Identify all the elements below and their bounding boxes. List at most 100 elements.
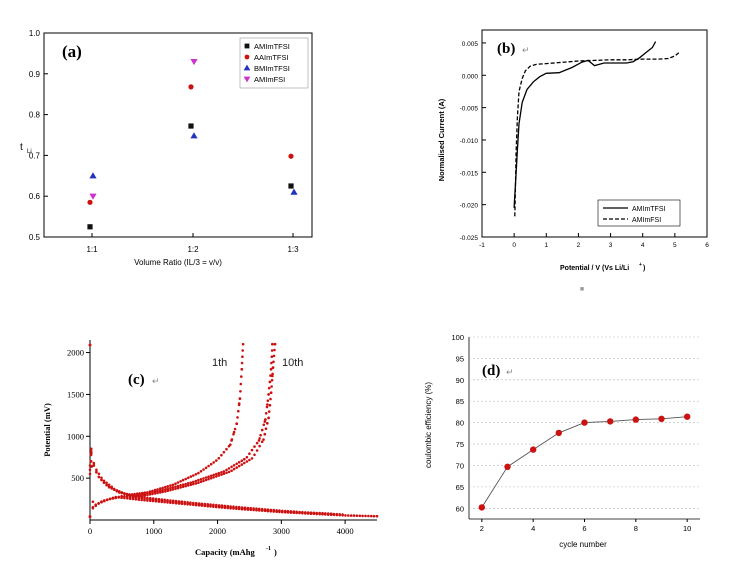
data-point [105,483,108,487]
data-point [281,509,284,513]
data-point [166,489,170,493]
x-tick-label: 4 [531,524,535,533]
data-point [248,452,251,456]
data-point [364,514,367,518]
data-point [174,485,177,489]
data-point [166,498,169,502]
data-point [143,494,147,497]
data-point [156,491,159,495]
data-point [179,484,182,487]
data-point [184,484,187,488]
data-point [262,423,266,427]
data-point [90,447,93,451]
data-point [262,438,265,441]
data-point [233,427,237,431]
panel-label: (a) [62,42,82,61]
data-point [217,504,221,507]
data-point [89,459,93,463]
x-tick-label: 3000 [273,526,290,536]
data-point [253,453,256,457]
data-point [125,493,129,496]
y-tick-label: 75 [456,440,464,449]
data-point [249,506,252,510]
data-point [270,355,274,359]
data-point [275,509,278,512]
panel-mark: ↵ [506,367,514,377]
data-point [530,446,537,453]
data-point [207,475,210,479]
data-point [229,443,232,447]
data-point [266,399,270,403]
data-point [581,419,588,426]
data-point [217,456,221,460]
panel-a: 0.5 0.6 0.7 0.8 0.9 1.0 1:1 1:2 1:3 Volume Ratio … [20,29,313,267]
data-point [237,464,241,468]
data-point [89,453,93,457]
y-tick-label: 100 [451,333,464,342]
panel-d: 60 65 70 75 80 85 90 95 100 2 4 6 8 10 cycle number cou… [424,333,700,549]
x-axis-label: Capacity (mAhg [195,547,255,557]
y-tick-label: 1.0 [29,29,41,38]
data-point [347,514,350,517]
x-tick-label: -1 [479,242,485,249]
data-point [123,492,126,496]
y-tick-label: 0.005 [462,41,479,48]
y-tick-label: 1500 [67,389,84,399]
data-point [189,483,193,487]
data-point [341,513,344,516]
data-point [176,486,180,490]
data-point [100,478,103,482]
data-point [212,473,215,477]
data-point [92,461,96,465]
data-point [169,486,172,490]
data-point [186,476,190,480]
data-point [225,471,228,475]
data-point [97,472,101,476]
y-tick-label: 0.7 [29,151,41,160]
y-tick-label: -0.020 [460,203,479,210]
x-axis-label: Volume Ratio (IL/3 = v/v) [134,258,222,267]
x-tick-label: 4000 [337,526,354,536]
data-point [278,509,281,512]
data-point [225,468,228,472]
x-tick-label: 1:1 [86,245,98,254]
data-point [220,453,223,457]
data-point [361,514,364,518]
x-tick-label: 0 [512,242,516,249]
data-point [269,508,273,512]
x-axis-label: Potential / V (Vs Li/Li [560,265,629,272]
data-point [207,477,210,481]
data-point [258,444,261,448]
data-point [272,508,276,512]
data-point [215,459,218,462]
data-point [375,514,379,518]
data-point [220,473,223,476]
legend-label: AMImFSI [254,75,285,84]
x-tick-label: 2 [480,524,484,533]
data-point [304,511,307,514]
data-point [151,492,154,496]
series-line [513,41,657,208]
data-point [102,481,106,484]
data-point [283,509,287,513]
data-point [120,495,123,499]
data-point [110,487,113,490]
data-point [204,476,208,479]
data-point [164,485,167,489]
data-point [237,409,240,413]
data-point [250,448,254,452]
data-point [230,438,234,441]
data-point [355,514,359,517]
data-point [338,513,342,516]
data-point [130,493,134,497]
data-point [215,472,218,476]
data-point [238,397,242,400]
data-point [161,486,164,490]
data-point [202,479,205,483]
x-tick-label: 1000 [145,526,162,536]
data-point [146,493,149,497]
data-point [194,501,198,505]
x-axis-label: cycle number [559,540,607,549]
x-tick-label: 10 [683,524,691,533]
data-point [149,496,152,500]
